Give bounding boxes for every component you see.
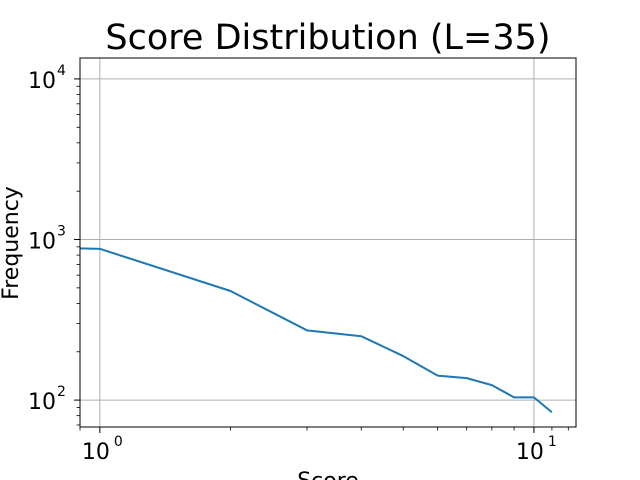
y-tick-label: 10 — [28, 230, 56, 255]
x-tick-label: 10 — [516, 440, 544, 465]
x-tick-exponent: 1 — [548, 434, 557, 450]
grid-lines — [80, 58, 576, 427]
y-tick-exponent: 2 — [57, 384, 66, 400]
y-tick-exponent: 4 — [57, 63, 66, 79]
x-tick-label: 10 — [82, 440, 110, 465]
series-layer — [80, 247, 553, 414]
y-axis-label: Frequency — [0, 186, 24, 300]
x-tick-exponent: 0 — [114, 434, 123, 450]
x-axis-label: Score — [297, 469, 359, 480]
chart-title: Score Distribution (L=35) — [105, 18, 550, 58]
y-tick-label: 10 — [28, 390, 56, 415]
y-tick-exponent: 3 — [57, 224, 66, 240]
y-tick-label: 10 — [28, 69, 56, 94]
plot-frame — [79, 57, 577, 428]
series-line — [80, 247, 553, 414]
